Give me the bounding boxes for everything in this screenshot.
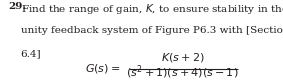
Text: $G(s) =$: $G(s) =$	[85, 62, 120, 75]
Text: $(s^2 + 1)(s + 4)(s - 1)$: $(s^2 + 1)(s + 4)(s - 1)$	[126, 64, 239, 81]
Text: $K(s + 2)$: $K(s + 2)$	[161, 51, 204, 64]
Text: 6.4]: 6.4]	[21, 49, 41, 58]
Text: unity feedback system of Figure P6.3 with [Section:: unity feedback system of Figure P6.3 wit…	[21, 26, 283, 35]
Text: 29.: 29.	[8, 2, 26, 11]
Text: Find the range of gain, $K$, to ensure stability in the: Find the range of gain, $K$, to ensure s…	[21, 2, 283, 16]
